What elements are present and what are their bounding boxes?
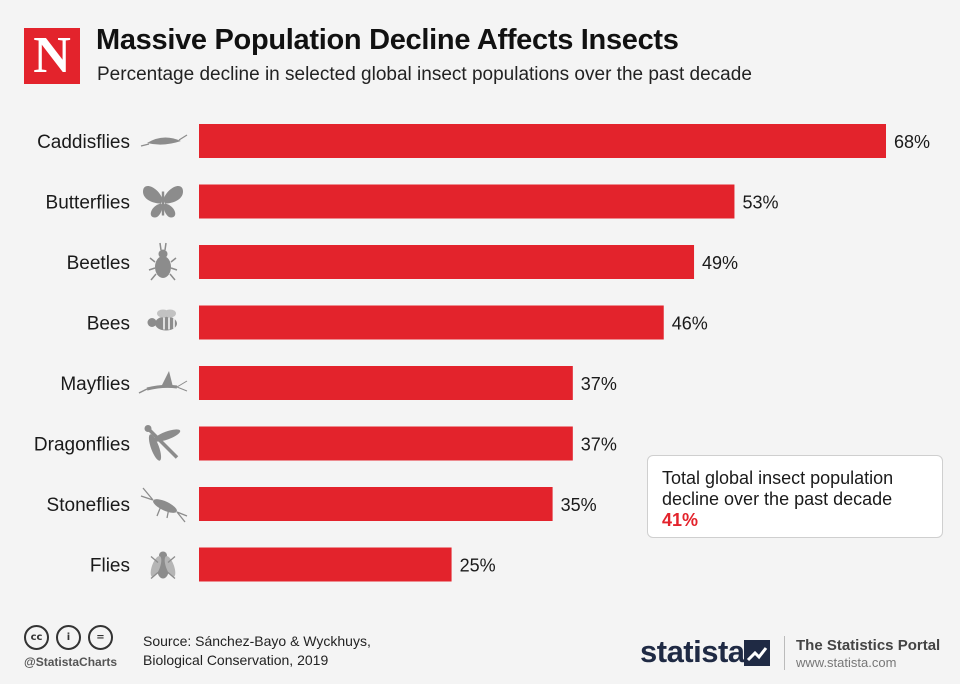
category-label: Caddisflies <box>37 132 130 153</box>
category-label: Butterflies <box>46 193 130 214</box>
chart-subtitle: Percentage decline in selected global in… <box>97 64 752 85</box>
bar <box>199 366 573 400</box>
data-label: 25% <box>460 556 496 576</box>
newsweek-logo: N <box>24 28 80 84</box>
data-label: 49% <box>702 253 738 273</box>
statista-handle: @StatistaCharts <box>24 655 118 669</box>
data-label: 68% <box>894 132 930 152</box>
beetle-icon <box>148 242 178 281</box>
callout-line1: Total global insect population <box>662 468 894 488</box>
stonefly-icon <box>140 487 188 523</box>
bar <box>199 245 695 279</box>
portal-url[interactable]: www.statista.com <box>796 655 897 670</box>
total-decline-callout: Total global insect population decline o… <box>647 455 943 538</box>
bar <box>199 305 664 340</box>
data-label: 46% <box>672 314 708 334</box>
category-label: Flies <box>90 556 130 577</box>
portal-title: The Statistics Portal <box>796 637 941 654</box>
caddisfly-icon <box>140 134 188 147</box>
creative-commons-icon: cc <box>24 625 49 650</box>
chart-title: Massive Population Decline Affects Insec… <box>96 24 679 56</box>
category-label: Stoneflies <box>47 495 130 516</box>
category-label: Bees <box>87 314 130 335</box>
callout-line2: decline over the past decade <box>662 489 893 509</box>
data-label: 35% <box>561 495 597 515</box>
attribution-icon: i <box>56 625 81 650</box>
source-line1: Source: Sánchez-Bayo & Wyckhuys, <box>143 633 371 649</box>
bar <box>199 184 735 219</box>
footer-divider <box>784 636 785 670</box>
fly-icon <box>150 551 176 579</box>
data-label: 37% <box>581 374 617 394</box>
butterfly-icon <box>143 185 183 218</box>
source-note: Source: Sánchez-Bayo & Wyckhuys, Biologi… <box>143 632 371 670</box>
statista-brand[interactable]: statista <box>640 634 745 669</box>
bar <box>199 547 452 582</box>
callout-value: 41% <box>662 510 699 530</box>
category-label: Mayflies <box>60 374 130 395</box>
category-label: Beetles <box>67 253 130 274</box>
no-derivatives-icon: = <box>88 625 113 650</box>
mayfly-icon <box>138 371 188 394</box>
bar <box>199 124 886 158</box>
logo-letter: N <box>33 27 71 84</box>
bar <box>199 487 553 521</box>
bar-chart: Caddisflies 68% Butterflies 53% Beetles 49% Be… <box>34 124 930 582</box>
statista-logo-icon <box>744 640 770 666</box>
license-icons: cc i = <box>24 625 113 650</box>
data-label: 37% <box>581 435 617 455</box>
dragonfly-icon <box>144 425 181 461</box>
bar <box>199 426 573 461</box>
category-label: Dragonflies <box>34 435 130 456</box>
bee-icon <box>147 309 177 331</box>
data-label: 53% <box>742 193 778 213</box>
source-line2: Biological Conservation, 2019 <box>143 652 329 668</box>
